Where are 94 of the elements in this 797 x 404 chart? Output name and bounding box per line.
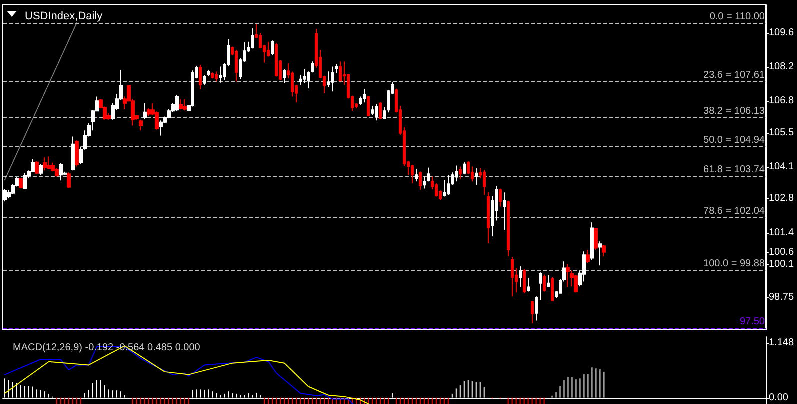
candlestick <box>71 136 75 172</box>
candlestick <box>23 172 27 190</box>
candlestick <box>535 296 538 322</box>
candlestick <box>539 272 542 300</box>
y-tick-label: 100.6 <box>768 246 794 258</box>
candlestick <box>483 169 486 196</box>
y-tick-label: 108.2 <box>768 61 794 72</box>
candlestick <box>339 61 342 82</box>
candlestick <box>311 61 314 74</box>
y-tick-label: 105.5 <box>768 127 794 138</box>
candlestick <box>551 277 554 302</box>
candlestick <box>598 241 602 266</box>
y-tick-label: 101.4 <box>768 227 794 238</box>
y-tick-label: 0.00 <box>768 392 789 404</box>
candlestick <box>383 106 386 120</box>
candlestick <box>35 160 39 175</box>
candlestick <box>179 98 183 110</box>
candlestick <box>459 166 462 180</box>
candlestick <box>566 264 570 288</box>
candlestick <box>463 162 466 175</box>
y-tick-label: 104.1 <box>768 162 794 173</box>
candlestick <box>183 98 187 112</box>
candlestick <box>527 278 530 292</box>
candlestick <box>219 66 222 84</box>
candlestick <box>531 300 534 324</box>
candlestick <box>443 179 446 198</box>
candlestick <box>207 70 210 76</box>
candlestick <box>367 96 370 117</box>
candlestick <box>143 102 147 120</box>
candlestick <box>199 64 202 90</box>
ref-line-label: 100.0 = 99.88 <box>704 258 766 270</box>
y-tick-label: 109.6 <box>768 27 794 38</box>
y-tick-label: 106.8 <box>768 96 794 107</box>
ref-line-label: 78.6 = 102.04 <box>704 206 766 217</box>
candlestick <box>487 192 490 244</box>
candlestick <box>363 88 366 104</box>
candlestick <box>211 72 214 80</box>
candlestick <box>251 28 254 50</box>
candlestick <box>415 168 418 182</box>
candlestick <box>215 71 218 82</box>
candlestick <box>271 40 274 56</box>
candlestick <box>47 156 51 170</box>
candlestick <box>203 74 206 86</box>
candlestick <box>235 50 238 82</box>
candlestick <box>19 178 23 189</box>
ref-line-label: 38.2 = 106.13 <box>704 106 766 117</box>
candlestick <box>147 108 151 117</box>
candlestick <box>307 71 310 89</box>
candlestick <box>547 274 550 288</box>
candlestick <box>275 42 278 78</box>
candlestick <box>375 104 378 122</box>
ref-line-label: 61.8 = 103.74 <box>704 164 766 176</box>
ref-line-label: 23.6 = 107.61 <box>704 70 766 81</box>
candlestick <box>503 192 506 230</box>
candlestick <box>139 119 143 132</box>
ref-line-label: 0.0 = 110.00 <box>710 12 766 23</box>
candlestick <box>523 268 526 294</box>
candlestick <box>411 164 414 184</box>
candlestick <box>59 162 63 182</box>
candlestick <box>43 156 47 172</box>
candlestick <box>175 94 179 112</box>
candlestick <box>594 228 598 250</box>
candlestick <box>519 266 522 288</box>
y-tick-label: 1.148 <box>768 337 794 348</box>
candlestick <box>475 168 478 186</box>
candlestick <box>379 102 382 120</box>
y-tick-label: 100.1 <box>768 259 794 270</box>
y-tick-label: 98.75 <box>768 292 794 304</box>
candlestick <box>191 70 194 108</box>
candlestick <box>75 140 79 168</box>
candlestick <box>447 174 450 196</box>
candlestick <box>582 251 586 282</box>
candlestick <box>331 66 334 92</box>
candlestick <box>159 120 163 136</box>
candlestick <box>335 64 338 74</box>
candlestick <box>511 256 514 298</box>
y-tick-label: 102.8 <box>768 193 794 204</box>
candlestick <box>507 200 510 258</box>
candlestick <box>419 171 422 190</box>
candlestick <box>586 249 590 264</box>
candlestick <box>427 167 430 182</box>
candlestick <box>283 68 286 84</box>
candlestick <box>67 172 71 188</box>
ref-line-label: 97.50 <box>740 316 766 328</box>
candlestick <box>499 188 502 208</box>
ref-line-label: 50.0 = 104.94 <box>704 135 766 146</box>
candlestick <box>574 274 578 294</box>
chart-title: USDIndex,Daily <box>25 10 104 22</box>
candlestick <box>590 222 594 260</box>
candlestick <box>39 164 43 176</box>
candlestick <box>455 165 458 182</box>
candlestick <box>423 176 426 190</box>
candlestick <box>602 244 606 258</box>
candlestick <box>543 274 546 292</box>
